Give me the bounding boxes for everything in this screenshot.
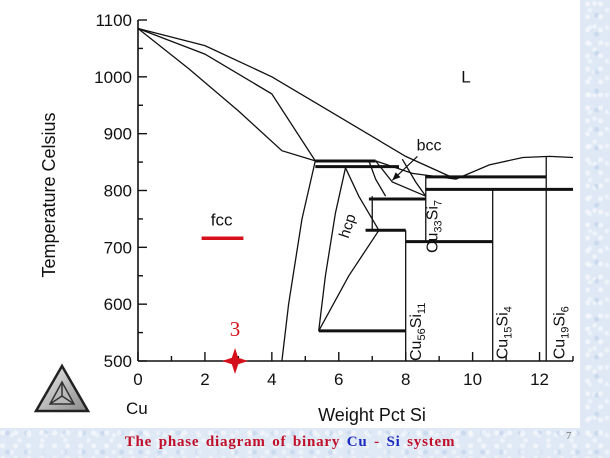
slide-panel: 500 600 700 800 900 1000 1100 0 2 4 6 8 10 12 Tempera…: [0, 0, 580, 428]
logo-triangle-icon: [33, 363, 91, 413]
x-tick-label-6: 6: [334, 370, 343, 389]
marker-label: 3: [230, 317, 241, 341]
region-label-liquid: L: [461, 68, 470, 87]
x-tick-label-0: 0: [133, 370, 142, 389]
region-label-cu33si7: Cu33Si7: [424, 200, 444, 253]
origin-element-label: Cu: [126, 399, 148, 418]
region-label-cu19si6: Cu19Si6: [552, 306, 572, 359]
phase-boundary-hcp-left: [318, 167, 347, 331]
x-tick-label-4: 4: [267, 370, 276, 389]
region-label-hcp: hcp: [336, 212, 360, 240]
y-tick-label-1100: 1100: [95, 11, 132, 30]
phase-boundary-liquidus-fcc: [137, 27, 316, 162]
bcc-pointer-arrowhead: [392, 172, 401, 181]
caption-text-end: system: [407, 434, 456, 450]
region-label-cu15si4: Cu15Si4: [495, 306, 515, 359]
caption-text-start: The phase diagram of binary: [124, 434, 341, 450]
phase-boundary-hcp-lower-right: [318, 229, 380, 332]
x-tick-label-8: 8: [401, 370, 410, 389]
x-tick-label-2: 2: [200, 370, 209, 389]
x-tick-label-12: 12: [530, 370, 549, 389]
x-tick-label-10: 10: [463, 370, 482, 389]
phase-boundary-liquidus-upper: [137, 27, 457, 180]
phase-diagram-chart: 500 600 700 800 900 1000 1100 0 2 4 6 8 10 12 Tempera…: [33, 11, 574, 425]
x-axis-title: Weight Pct Si: [318, 405, 426, 425]
caption-separator: -: [374, 434, 380, 450]
caption-element-si: Si: [386, 434, 401, 450]
phase-boundary-fcc-solvus: [281, 160, 316, 362]
phase-boundary-solidus-fcc: [137, 27, 316, 162]
phase-boundary-liquidus-right: [455, 155, 574, 180]
y-axis-title: Temperature Celsius: [39, 112, 59, 277]
page-number: 7: [566, 430, 572, 442]
y-tick-label-600: 600: [104, 295, 132, 314]
y-tick-label-900: 900: [104, 125, 132, 144]
y-tick-label-500: 500: [104, 352, 132, 371]
region-label-cu56si11: Cu56Si11: [408, 303, 428, 361]
slide-caption: The phase diagram of binary Cu - Si syst…: [0, 434, 580, 451]
caption-element-cu: Cu: [346, 434, 368, 450]
region-label-bcc: bcc: [417, 138, 442, 155]
red-star-marker: [222, 348, 249, 374]
y-tick-label-1000: 1000: [94, 68, 132, 87]
y-tick-label-700: 700: [104, 238, 132, 257]
region-label-fcc: fcc: [211, 211, 233, 230]
y-tick-label-800: 800: [104, 182, 132, 201]
